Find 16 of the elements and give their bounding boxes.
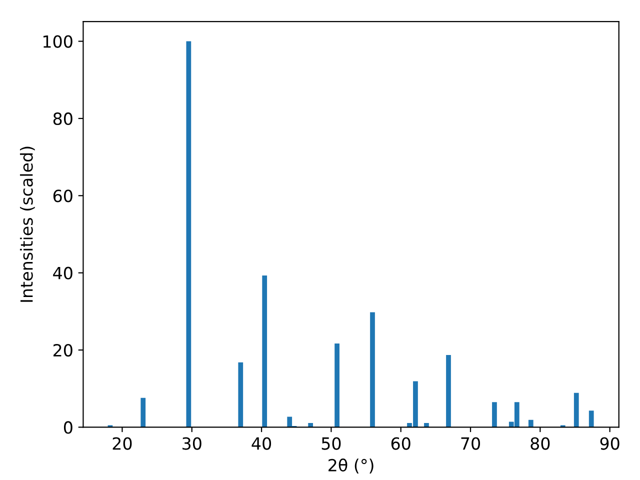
x-tick-label: 90 (600, 437, 620, 450)
y-tick-label: 60 (53, 190, 72, 202)
y-tick-label: 0 (64, 421, 72, 434)
y-axis-title: Intensities (scaled) (20, 146, 35, 302)
x-tick-label: 50 (322, 437, 341, 450)
y-tick-label: 20 (53, 344, 72, 357)
x-tick-label: 80 (530, 437, 550, 450)
x-tick-label: 60 (391, 437, 410, 450)
x-axis-title: 2θ (°) (328, 458, 374, 474)
x-tick-label: 30 (182, 437, 202, 450)
x-tick-label: 20 (112, 437, 132, 450)
y-tick-label: 100 (43, 35, 72, 48)
y-tick-label: 40 (53, 266, 72, 280)
x-tick-label: 70 (461, 437, 480, 450)
y-tick-label: 80 (53, 112, 72, 126)
x-tick-label: 40 (252, 437, 272, 450)
